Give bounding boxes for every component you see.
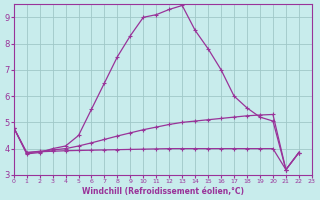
X-axis label: Windchill (Refroidissement éolien,°C): Windchill (Refroidissement éolien,°C) xyxy=(82,187,244,196)
